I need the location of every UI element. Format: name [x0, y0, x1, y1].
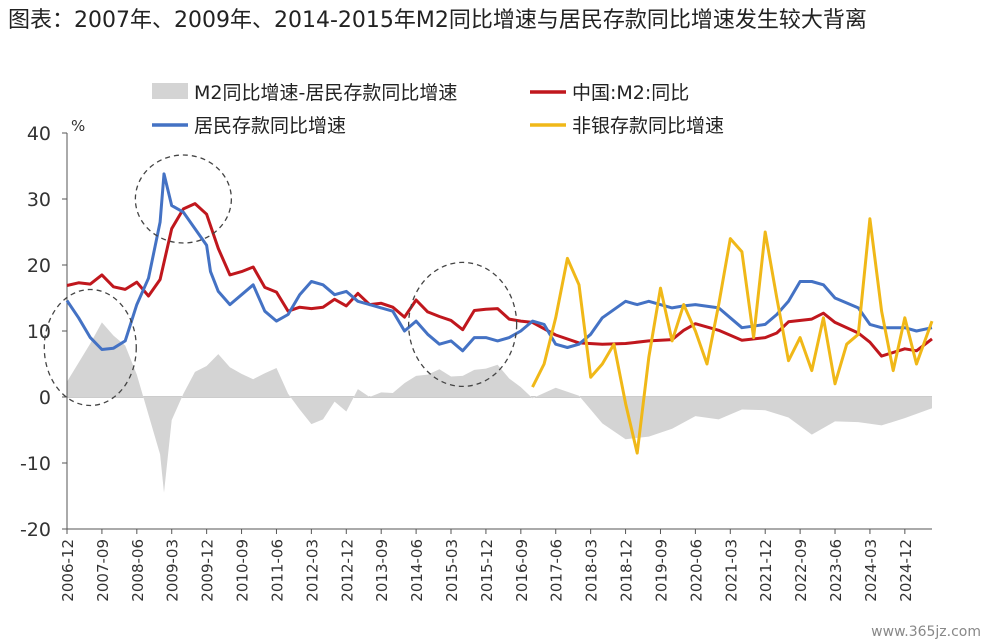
x-tick-label: 2015-03 [443, 539, 461, 602]
y-tick-label: 10 [27, 321, 51, 343]
y-axis-unit: % [71, 117, 85, 135]
y-tick-label: 30 [27, 189, 51, 211]
y-tick-label: 0 [39, 387, 51, 409]
series-lines-group [65, 172, 934, 455]
legend-swatch [152, 83, 188, 99]
x-tick-label: 2022-09 [792, 539, 810, 602]
x-tick-label: 2019-09 [652, 539, 670, 602]
x-tick-label: 2018-03 [583, 539, 601, 602]
y-tick-label: 40 [27, 123, 51, 145]
x-tick-label: 2010-09 [234, 539, 252, 602]
annotation-dashed-ellipse [134, 154, 233, 244]
x-tick-label: 2006-12 [59, 539, 77, 602]
x-tick-label: 2007-09 [94, 539, 112, 602]
series-line [65, 172, 933, 353]
x-tick-label: 2024-12 [897, 539, 915, 602]
x-tick-label: 2024-03 [862, 539, 880, 602]
legend-label: 中国:M2:同比 [572, 82, 689, 104]
annotation-group [43, 154, 518, 407]
axes-group: 40 30 20 10 0 -10 -20% 2006-12 2007-09 2008-06 200… [20, 117, 932, 602]
x-tick-label: 2015-12 [478, 539, 496, 602]
difference-area-group [67, 322, 932, 493]
y-tick-label: 20 [27, 255, 51, 277]
chart-title: 图表：2007年、2009年、2014-2015年M2同比增速与居民存款同比增速… [8, 8, 867, 33]
series-line [66, 202, 933, 358]
series-area-m2-minus-deposit [67, 322, 932, 493]
x-tick-label: 2018-12 [618, 539, 636, 602]
legend-label: M2同比增速-居民存款同比增速 [194, 82, 457, 104]
legend-label: 非银存款同比增速 [572, 115, 724, 137]
annotation-dashed-ellipse [408, 261, 518, 388]
series-line [531, 217, 934, 455]
x-tick-label: 2016-09 [513, 539, 531, 602]
x-tick-label: 2009-12 [199, 539, 217, 602]
x-tick-label: 2011-06 [268, 539, 286, 602]
y-tick-label: -20 [20, 519, 51, 541]
annotation-dashed-ellipse [43, 288, 137, 407]
x-tick-label: 2021-12 [757, 539, 775, 602]
legend-label: 居民存款同比增速 [194, 115, 346, 137]
x-tick-label: 2014-06 [408, 539, 426, 602]
x-tick-label: 2021-03 [722, 539, 740, 602]
watermark-text: www.365jz.com [871, 624, 981, 640]
x-tick-label: 2012-12 [338, 539, 356, 602]
y-tick-label: -10 [20, 453, 51, 475]
x-tick-label: 2013-09 [373, 539, 391, 602]
x-tick-label: 2009-03 [164, 539, 182, 602]
x-tick-label: 2017-06 [548, 539, 566, 602]
x-tick-label: 2023-06 [827, 539, 845, 602]
x-tick-label: 2012-03 [303, 539, 321, 602]
x-tick-label: 2008-06 [129, 539, 147, 602]
x-tick-label: 2020-06 [687, 539, 705, 602]
